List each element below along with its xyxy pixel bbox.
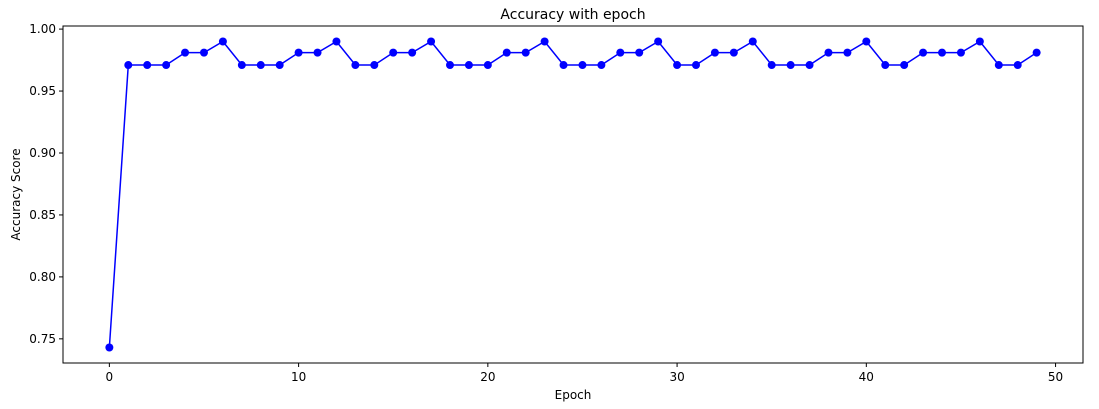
data-point: [143, 61, 152, 70]
data-point: [559, 61, 568, 70]
y-tick-label: 0.95: [29, 84, 56, 98]
x-tick-label: 30: [669, 370, 684, 384]
data-point: [1032, 48, 1041, 57]
data-point: [975, 37, 984, 46]
data-point: [597, 61, 606, 70]
data-point: [332, 37, 341, 46]
y-tick-label: 0.80: [29, 270, 56, 284]
x-tick-label: 50: [1048, 370, 1063, 384]
data-point: [1013, 61, 1022, 70]
y-tick-label: 0.90: [29, 146, 56, 160]
y-tick-label: 1.00: [29, 22, 56, 36]
data-point: [124, 61, 133, 70]
data-point: [729, 48, 738, 57]
data-point: [521, 48, 530, 57]
data-point: [786, 61, 795, 70]
data-point: [862, 37, 871, 46]
x-tick-label: 10: [291, 370, 306, 384]
data-point: [483, 61, 492, 70]
data-point: [464, 61, 473, 70]
data-point: [881, 61, 890, 70]
data-point: [805, 61, 814, 70]
data-point: [673, 61, 682, 70]
data-point: [956, 48, 965, 57]
x-tick-label: 0: [106, 370, 114, 384]
x-tick-label: 20: [480, 370, 495, 384]
data-point: [105, 343, 114, 352]
data-point: [748, 37, 757, 46]
data-point: [199, 48, 208, 57]
data-point: [767, 61, 776, 70]
data-point: [181, 48, 190, 57]
data-point: [237, 61, 246, 70]
data-point: [578, 61, 587, 70]
data-point: [540, 37, 549, 46]
series-line: [108, 40, 1038, 348]
data-point: [502, 48, 511, 57]
data-point: [692, 61, 701, 70]
y-tick-label: 0.85: [29, 208, 56, 222]
y-axis-label: Accuracy Score: [9, 148, 23, 240]
x-tick-label: 40: [859, 370, 874, 384]
data-point: [938, 48, 947, 57]
data-point: [843, 48, 852, 57]
data-point: [919, 48, 928, 57]
data-point: [408, 48, 417, 57]
data-point: [313, 48, 322, 57]
data-point: [427, 37, 436, 46]
data-point: [824, 48, 833, 57]
data-point: [654, 37, 663, 46]
data-points: [105, 37, 1041, 352]
plot-frame: [62, 25, 1084, 364]
data-point: [900, 61, 909, 70]
data-point: [351, 61, 360, 70]
y-axis-ticks: 0.75 0.80 0.85 0.90 0.95 1.00: [29, 22, 63, 346]
data-point: [256, 61, 265, 70]
data-point: [275, 61, 284, 70]
y-tick-label: 0.75: [29, 332, 56, 346]
data-point: [218, 37, 227, 46]
data-point: [389, 48, 398, 57]
data-point: [162, 61, 171, 70]
data-point: [294, 48, 303, 57]
x-axis-ticks: 0 10 20 30 40 50: [106, 363, 1063, 384]
data-point: [710, 48, 719, 57]
data-point: [616, 48, 625, 57]
x-axis-label: Epoch: [555, 388, 592, 402]
data-point: [635, 48, 644, 57]
chart-title: Accuracy with epoch: [500, 7, 645, 23]
data-point: [994, 61, 1003, 70]
data-point: [370, 61, 379, 70]
data-point: [445, 61, 454, 70]
